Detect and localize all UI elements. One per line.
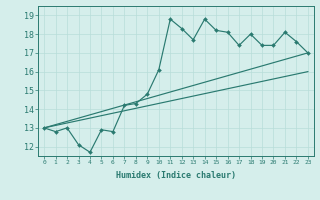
X-axis label: Humidex (Indice chaleur): Humidex (Indice chaleur) [116, 171, 236, 180]
